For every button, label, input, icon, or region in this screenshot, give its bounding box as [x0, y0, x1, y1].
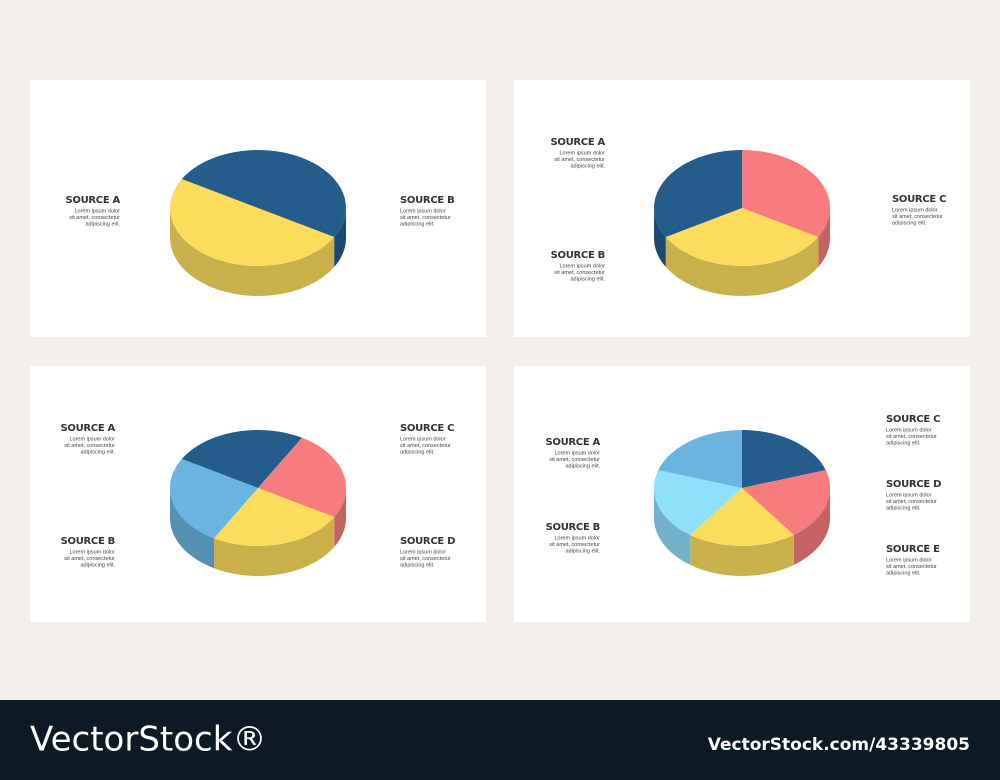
slice-side — [334, 488, 346, 547]
legend-note: sit amet, consectetur — [400, 556, 451, 562]
legend-note: adipiscing elit. — [886, 570, 921, 576]
slice-side — [170, 208, 335, 296]
legend-note: adipiscing elit. — [886, 505, 921, 511]
legend-label: SOURCE B — [61, 536, 115, 547]
legend-label: SOURCE B — [400, 195, 454, 206]
legend-label: SOURCE C — [892, 194, 946, 205]
legend-label: SOURCE C — [400, 423, 454, 434]
legend-note: adipiscing elit. — [400, 562, 435, 568]
slice — [742, 470, 830, 535]
slice — [742, 430, 826, 488]
legend-note: sit amet, consectetur — [549, 457, 600, 463]
legend-note: sit amet, consectetur — [892, 214, 943, 220]
legend-note: Lorem ipsum dolor — [559, 150, 605, 156]
legend-note: sit amet, consectetur — [886, 434, 937, 440]
slice — [258, 437, 346, 517]
slice-side — [170, 488, 214, 569]
legend-note: Lorem ipsum dolor — [559, 263, 605, 269]
slice-side — [818, 208, 830, 267]
legend-note: Lorem ipsum dolor — [400, 436, 446, 442]
legend-note: Lorem ipsum dolor — [400, 549, 446, 555]
legend-note: adipiscing elit. — [565, 463, 600, 469]
legend-note: Lorem ipsum dolor — [74, 208, 120, 214]
slice-side — [214, 517, 335, 576]
legend-note: adipiscing elit. — [80, 562, 115, 568]
legend-label: SOURCE E — [886, 544, 940, 555]
legend-note: Lorem ipsum dolor — [554, 535, 600, 541]
legend-note: Lorem ipsum dolor — [69, 436, 115, 442]
slice — [690, 488, 794, 546]
slice — [654, 470, 742, 535]
legend-label: SOURCE D — [400, 536, 455, 547]
legend-note: sit amet, consectetur — [549, 542, 600, 548]
slice-side — [654, 208, 666, 267]
legend-note: Lorem ipsum dolor — [886, 492, 932, 498]
legend-note: adipiscing elit. — [570, 163, 605, 169]
slice — [170, 179, 335, 266]
legend-note: Lorem ipsum dolor — [400, 208, 446, 214]
brand: VectorStock® — [30, 720, 266, 760]
slice-side — [654, 488, 691, 565]
legend-note: sit amet, consectetur — [886, 564, 937, 570]
legend-label: SOURCE A — [545, 437, 600, 448]
legend-label: SOURCE A — [550, 137, 605, 148]
site-id: VectorStock.com/43339805 — [708, 735, 970, 755]
legend-note: adipiscing elit. — [400, 449, 435, 455]
slice-side — [665, 237, 819, 296]
legend-note: adipiscing elit. — [565, 548, 600, 554]
legend-note: Lorem ipsum dolor — [69, 549, 115, 555]
legend-note: Lorem ipsum dolor — [886, 557, 932, 563]
legend-label: SOURCE C — [886, 414, 940, 425]
legend-note: sit amet, consectetur — [554, 157, 605, 163]
legend-note: sit amet, consectetur — [69, 215, 120, 221]
legend-label: SOURCE A — [60, 423, 115, 434]
legend-note: sit amet, consectetur — [886, 499, 937, 505]
legend-note: adipiscing elit. — [85, 221, 120, 227]
slice-side — [334, 208, 346, 267]
legend-label: SOURCE B — [551, 250, 605, 261]
legend-note: Lorem ipsum dolor — [892, 207, 938, 213]
slice — [181, 430, 302, 488]
slice — [181, 150, 346, 237]
legend-note: sit amet, consectetur — [64, 556, 115, 562]
legend-note: sit amet, consectetur — [400, 215, 451, 221]
slice-side — [793, 488, 830, 565]
slice — [658, 430, 742, 488]
legend-label: SOURCE D — [886, 479, 941, 490]
slice-side — [690, 534, 794, 576]
legend-note: Lorem ipsum dolor — [886, 427, 932, 433]
legend-label: SOURCE A — [65, 195, 120, 206]
slice — [654, 150, 742, 237]
legend-note: sit amet, consectetur — [64, 443, 115, 449]
slice — [742, 150, 830, 237]
legend-note: adipiscing elit. — [886, 440, 921, 446]
legend-note: adipiscing elit. — [80, 449, 115, 455]
slice — [214, 488, 335, 546]
footer-band — [0, 700, 1000, 780]
legend-note: Lorem ipsum dolor — [554, 450, 600, 456]
legend-note: adipiscing elit. — [570, 276, 605, 282]
legend-note: sit amet, consectetur — [554, 270, 605, 276]
legend-label: SOURCE B — [546, 522, 600, 533]
legend-note: adipiscing elit. — [892, 220, 927, 226]
legend-note: sit amet, consectetur — [400, 443, 451, 449]
slice — [170, 459, 258, 539]
legend-note: adipiscing elit. — [400, 221, 435, 227]
